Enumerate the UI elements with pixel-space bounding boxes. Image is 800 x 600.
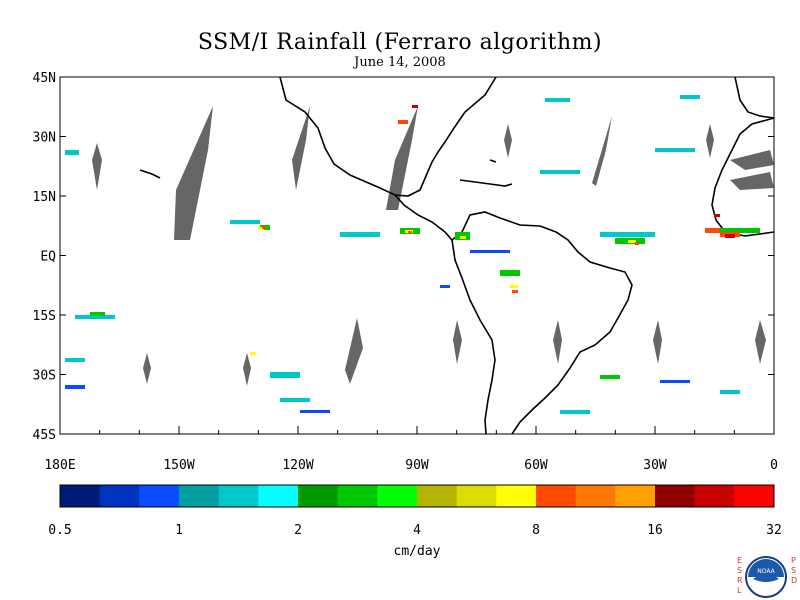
lon-label: 60W [524, 458, 548, 473]
lon-label: 180E [44, 458, 75, 473]
lon-label: 150W [163, 458, 194, 473]
colorbar-tick-labels: 0.5 1 2 4 8 16 32 [48, 523, 782, 538]
noaa-logo-text: NOAA [757, 568, 775, 575]
lon-label: 90W [405, 458, 429, 473]
lat-label: 15S [33, 309, 56, 324]
colorbar-swatch [337, 485, 378, 507]
colorbar-swatch [60, 485, 101, 507]
lon-label: 120W [282, 458, 313, 473]
map-date: June 14, 2008 [354, 55, 446, 70]
lat-label: 45S [33, 428, 56, 443]
colorbar-swatch [655, 485, 696, 507]
colorbar-swatch [615, 485, 656, 507]
colorbar-swatch [179, 485, 220, 507]
colorbar-swatch [218, 485, 259, 507]
colorbar-swatch [417, 485, 458, 507]
colorbar-swatch [258, 485, 299, 507]
colorbar-tick-label: 1 [175, 523, 183, 538]
colorbar-swatch [139, 485, 180, 507]
coastlines [139, 76, 775, 435]
colorbar-swatch [99, 485, 140, 507]
longitude-axis: 180E 150W 120W 90W 60W 30W 0 [44, 426, 778, 473]
colorbar [59, 484, 775, 508]
latitude-axis: 45N 30N 15N EQ 15S 30S 45S [33, 71, 774, 443]
lat-label: 30N [33, 131, 56, 146]
colorbar-tick-label: 16 [647, 523, 663, 538]
colorbar-tick-label: 2 [294, 523, 302, 538]
lat-label: 45N [33, 71, 56, 86]
lat-label: 30S [33, 369, 56, 384]
no-data-swaths [92, 106, 774, 386]
colorbar-swatch [456, 485, 497, 507]
colorbar-tick-label: 32 [766, 523, 782, 538]
rainfall-pixels [65, 95, 760, 414]
colorbar-tick-label: 4 [413, 523, 421, 538]
colorbar-swatch [298, 485, 339, 507]
map-title: SSM/I Rainfall (Ferraro algorithm) [197, 30, 603, 55]
map-frame [59, 76, 775, 435]
lat-label: EQ [40, 250, 56, 265]
colorbar-tick-label: 0.5 [48, 523, 71, 538]
lat-label: 15N [33, 190, 56, 205]
lon-label: 0 [770, 458, 778, 473]
colorbar-swatch [536, 485, 577, 507]
colorbar-tick-label: 8 [532, 523, 540, 538]
colorbar-frame [59, 484, 775, 508]
colorbar-swatch [575, 485, 616, 507]
colorbar-swatch [377, 485, 418, 507]
colorbar-swatch [496, 485, 537, 507]
colorbar-swatch [734, 485, 775, 507]
lon-label: 30W [643, 458, 667, 473]
noaa-logo: NOAA [745, 556, 787, 598]
colorbar-swatch [694, 485, 735, 507]
colorbar-unit-label: cm/day [394, 544, 441, 559]
